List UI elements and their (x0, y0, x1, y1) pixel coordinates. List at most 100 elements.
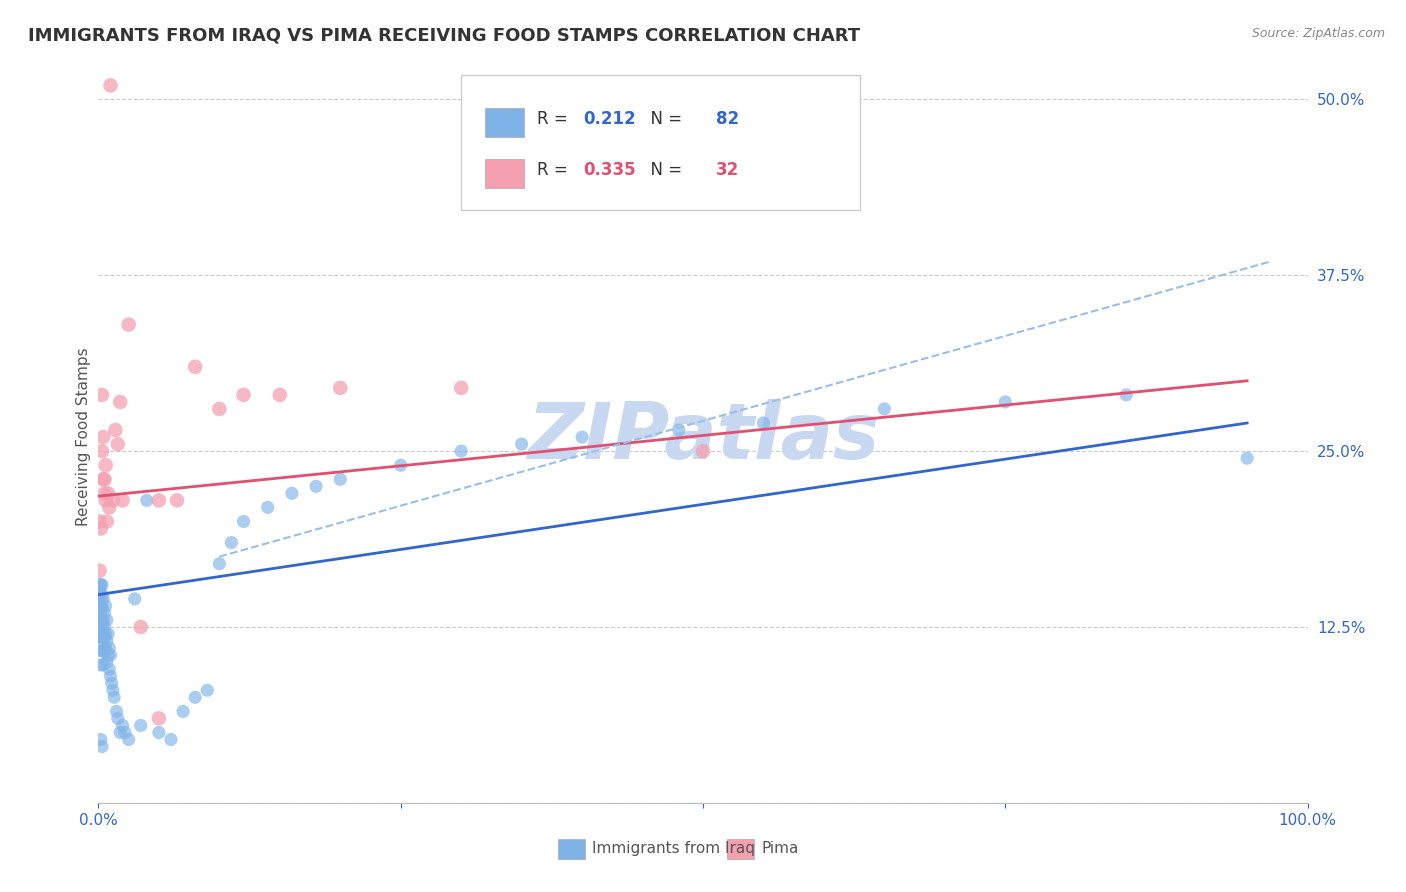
Point (96, 515, 118, 529)
Point (94, 458, 117, 473)
Point (89, 630, 111, 644)
Point (91, 444, 114, 458)
Point (100, 676, 122, 690)
Point (90, 657, 112, 672)
Point (104, 423, 127, 437)
Point (135, 493, 157, 508)
Point (89, 613, 111, 627)
Point (389, 458, 412, 473)
Text: 32: 32 (716, 161, 740, 179)
Point (96, 613, 118, 627)
Point (692, 444, 714, 458)
Point (1115, 388, 1137, 402)
Point (91, 588, 114, 602)
Point (221, 535, 243, 549)
Point (91, 739, 114, 754)
Point (90, 578, 112, 592)
Text: ZIPatlas: ZIPatlas (527, 399, 879, 475)
Point (94, 627, 117, 641)
Point (89, 578, 111, 592)
Text: N =: N = (640, 161, 688, 179)
Point (93, 630, 115, 644)
Point (89, 584, 111, 599)
FancyBboxPatch shape (727, 838, 754, 859)
Point (93, 486, 115, 500)
Point (90, 521, 112, 535)
Point (96, 655, 118, 669)
Point (91, 388, 114, 402)
Point (281, 486, 304, 500)
Point (91, 601, 114, 615)
Text: R =: R = (537, 110, 574, 128)
Point (96, 634, 118, 648)
Point (305, 479, 328, 493)
Point (105, 705, 128, 719)
Point (93, 606, 115, 620)
Point (269, 388, 291, 402)
Text: 0.212: 0.212 (583, 110, 636, 128)
Text: Source: ZipAtlas.com: Source: ZipAtlas.com (1251, 27, 1385, 40)
Point (450, 444, 472, 458)
Point (752, 416, 775, 430)
Point (97, 627, 120, 641)
Point (91, 615, 114, 630)
Point (98, 500, 121, 515)
Point (91, 591, 114, 606)
Point (90, 630, 112, 644)
Point (111, 718, 134, 732)
Point (160, 732, 183, 747)
Point (91, 613, 114, 627)
Point (129, 718, 152, 732)
Point (100, 669, 122, 683)
Point (107, 437, 129, 451)
Point (94, 599, 117, 613)
Point (91, 620, 114, 634)
Text: R =: R = (537, 161, 574, 179)
Point (107, 711, 129, 725)
Text: Pima: Pima (761, 841, 799, 856)
Point (184, 359, 207, 374)
Point (1236, 451, 1258, 466)
FancyBboxPatch shape (461, 75, 860, 211)
Point (100, 648, 122, 662)
Point (91, 630, 114, 644)
Text: N =: N = (640, 110, 688, 128)
Point (89, 606, 111, 620)
Text: 0.335: 0.335 (583, 161, 636, 179)
Point (111, 493, 134, 508)
Point (208, 557, 231, 571)
Point (450, 381, 472, 395)
Point (91, 578, 114, 592)
Point (89, 591, 111, 606)
Point (91, 599, 114, 613)
Point (668, 423, 690, 437)
Point (91, 430, 114, 444)
Point (89, 564, 111, 578)
Point (108, 395, 131, 409)
Text: 82: 82 (716, 110, 740, 128)
Point (510, 437, 533, 451)
Point (148, 711, 170, 725)
Point (91, 644, 114, 658)
Point (329, 472, 352, 486)
Text: IMMIGRANTS FROM IRAQ VS PIMA RECEIVING FOOD STAMPS CORRELATION CHART: IMMIGRANTS FROM IRAQ VS PIMA RECEIVING F… (28, 27, 860, 45)
FancyBboxPatch shape (558, 838, 585, 859)
Point (93, 620, 115, 634)
Point (101, 683, 124, 698)
FancyBboxPatch shape (485, 159, 524, 188)
Point (184, 690, 207, 705)
Point (93, 472, 115, 486)
Point (114, 725, 136, 739)
Point (195, 683, 218, 698)
Point (90, 615, 112, 630)
Point (91, 634, 114, 648)
Point (89, 515, 111, 529)
Point (91, 613, 114, 627)
Point (98, 641, 121, 656)
Point (100, 78, 122, 93)
Point (148, 725, 170, 739)
Point (118, 318, 141, 332)
Point (97, 486, 120, 500)
Point (90, 588, 112, 602)
Point (172, 705, 194, 719)
